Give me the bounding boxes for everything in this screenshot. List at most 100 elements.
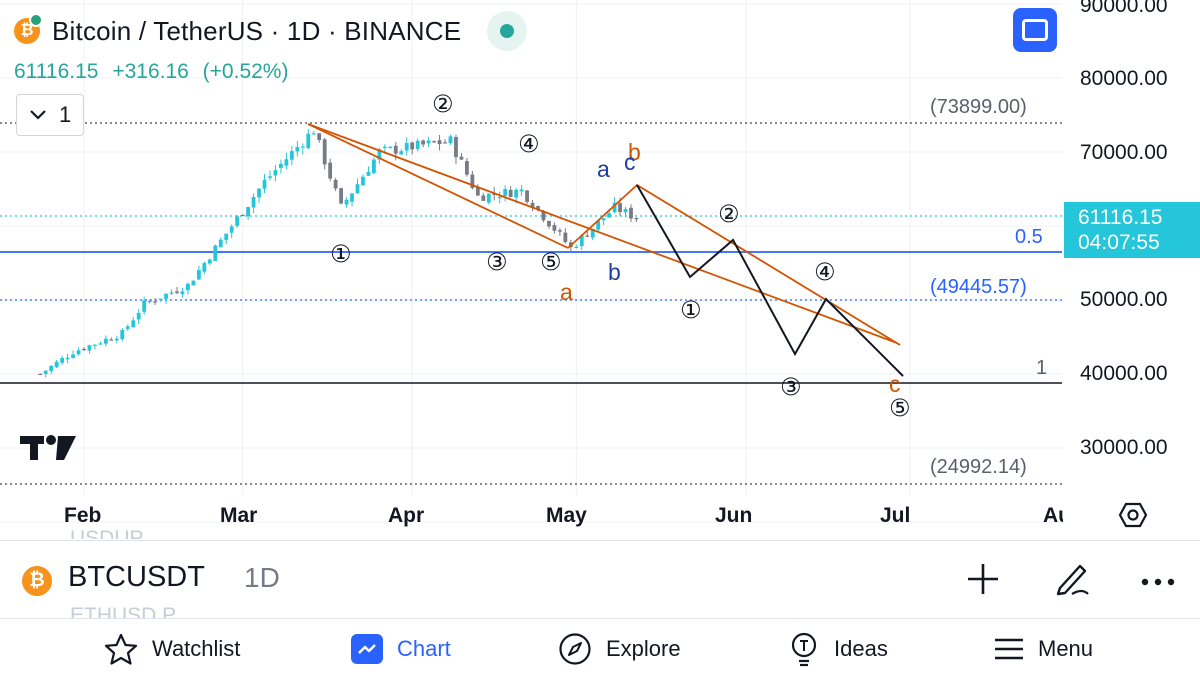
time-axis-label: Mar	[220, 504, 258, 527]
candle-up	[289, 151, 294, 160]
proj-label-2: ②	[718, 200, 740, 228]
candle-up	[366, 171, 371, 176]
candle-down	[153, 301, 158, 303]
candle-up	[448, 136, 453, 144]
candle-up	[268, 176, 272, 178]
fullscreen-button[interactable]	[1013, 8, 1057, 52]
candle-down	[339, 188, 343, 204]
level-low-label: (24992.14)	[930, 456, 1027, 478]
fullscreen-icon	[1022, 19, 1048, 41]
candle-up	[103, 338, 108, 344]
candle-down	[525, 190, 529, 202]
downtrend-line	[307, 123, 898, 344]
candle-up	[213, 245, 218, 261]
candle-up	[98, 343, 103, 345]
candle-up	[306, 133, 311, 149]
price-axis-label: 80000.00	[1080, 67, 1168, 90]
candle-down	[454, 137, 458, 158]
candle-up	[202, 263, 207, 272]
candle-down	[328, 162, 333, 179]
candle-up	[158, 298, 163, 300]
candle-down	[175, 291, 179, 293]
nav-menu[interactable]: Menu	[994, 629, 1093, 669]
symbol-title: Bitcoin / TetherUS · 1D · BINANCE	[52, 15, 462, 46]
more-options-icon[interactable]	[1140, 574, 1176, 592]
add-icon[interactable]	[966, 562, 1000, 601]
candle-up	[623, 208, 628, 213]
market-status-indicator[interactable]	[487, 11, 528, 51]
symbol-name[interactable]: BTCUSDT	[68, 561, 205, 593]
candle-up	[136, 312, 141, 320]
nav-watchlist[interactable]: Watchlist	[104, 629, 240, 669]
candle-up	[87, 345, 92, 351]
time-axis-label: Jun	[715, 504, 753, 527]
candle-up	[519, 189, 524, 192]
nav-chart[interactable]: Chart	[351, 629, 451, 669]
candle-up	[590, 228, 595, 238]
legend-toggle[interactable]: 1	[16, 94, 84, 136]
candle-up	[284, 159, 289, 166]
fib-1-label: 1	[1036, 357, 1047, 379]
candle-up	[147, 300, 152, 303]
candles-group	[38, 128, 639, 378]
candle-up	[54, 361, 59, 368]
bitcoin-icon: ₿	[14, 13, 43, 44]
candle-down	[629, 207, 633, 219]
wave-label-1: ①	[330, 240, 352, 268]
candle-up	[262, 179, 267, 189]
current-price-tag: 61116.15 04:07:55	[1064, 202, 1200, 258]
nav-chart-label: Chart	[397, 636, 451, 661]
level-mid-label: (49445.57)	[930, 276, 1027, 298]
candle-down	[317, 133, 322, 141]
candle-down	[437, 140, 442, 145]
candle-up	[399, 151, 404, 155]
time-axis-label: Jul	[880, 504, 911, 527]
candle-up	[186, 283, 190, 291]
last-price: 61116.15	[14, 60, 99, 83]
candle-down	[508, 189, 513, 198]
bar-countdown: 04:07:55	[1078, 231, 1160, 254]
candle-up	[114, 338, 119, 341]
candle-up	[361, 176, 365, 186]
chart-settings-icon[interactable]	[1118, 500, 1148, 535]
candle-up	[43, 370, 48, 375]
proj-label-4: ④	[814, 258, 836, 286]
tradingview-logo-icon	[20, 434, 76, 467]
candle-up	[295, 147, 300, 152]
candle-up	[235, 216, 240, 226]
chart-area[interactable]: ① ② ③ ④ ⑤ ① ② ③ ④ ⑤ a b c a c b (73899.0…	[0, 0, 1200, 540]
star-icon	[104, 633, 138, 665]
hamburger-menu-icon	[994, 637, 1024, 661]
proj-label-3: ③	[780, 373, 802, 401]
candle-up	[180, 291, 185, 295]
nav-ideas[interactable]: Ideas	[788, 629, 888, 669]
candle-down	[541, 210, 546, 221]
price-chart[interactable]: ① ② ③ ④ ⑤ ① ② ③ ④ ⑤ a b c a c b (73899.0…	[0, 0, 1200, 540]
interval-label[interactable]: 1D	[244, 562, 280, 593]
candle-up	[93, 344, 97, 346]
candle-down	[634, 217, 639, 220]
candle-up	[426, 140, 431, 144]
drawing-pen-icon[interactable]	[1052, 558, 1092, 603]
symbol-header[interactable]: ₿ Bitcoin / TetherUS · 1D · BINANCE	[14, 11, 528, 51]
price-change-pct: (+0.52%)	[202, 60, 289, 83]
candle-down	[536, 206, 540, 210]
chevron-down-icon	[29, 105, 47, 126]
candle-up	[279, 163, 283, 168]
nav-explore[interactable]: Explore	[558, 629, 681, 669]
compass-icon	[558, 632, 592, 666]
candle-up	[164, 293, 168, 299]
time-axis-label: Feb	[64, 504, 102, 527]
live-dot-icon	[500, 24, 515, 38]
projection-path	[636, 184, 904, 377]
candle-up	[503, 189, 508, 196]
candle-up	[300, 146, 305, 148]
lightbulb-icon	[788, 631, 820, 667]
price-axis-label: 70000.00	[1080, 141, 1168, 164]
candle-up	[404, 142, 409, 151]
candle-up	[382, 146, 387, 148]
symbol-bar[interactable]	[0, 540, 1200, 618]
candle-up	[601, 218, 606, 221]
price-axis-label: 30000.00	[1080, 436, 1168, 459]
candle-up	[120, 329, 125, 340]
